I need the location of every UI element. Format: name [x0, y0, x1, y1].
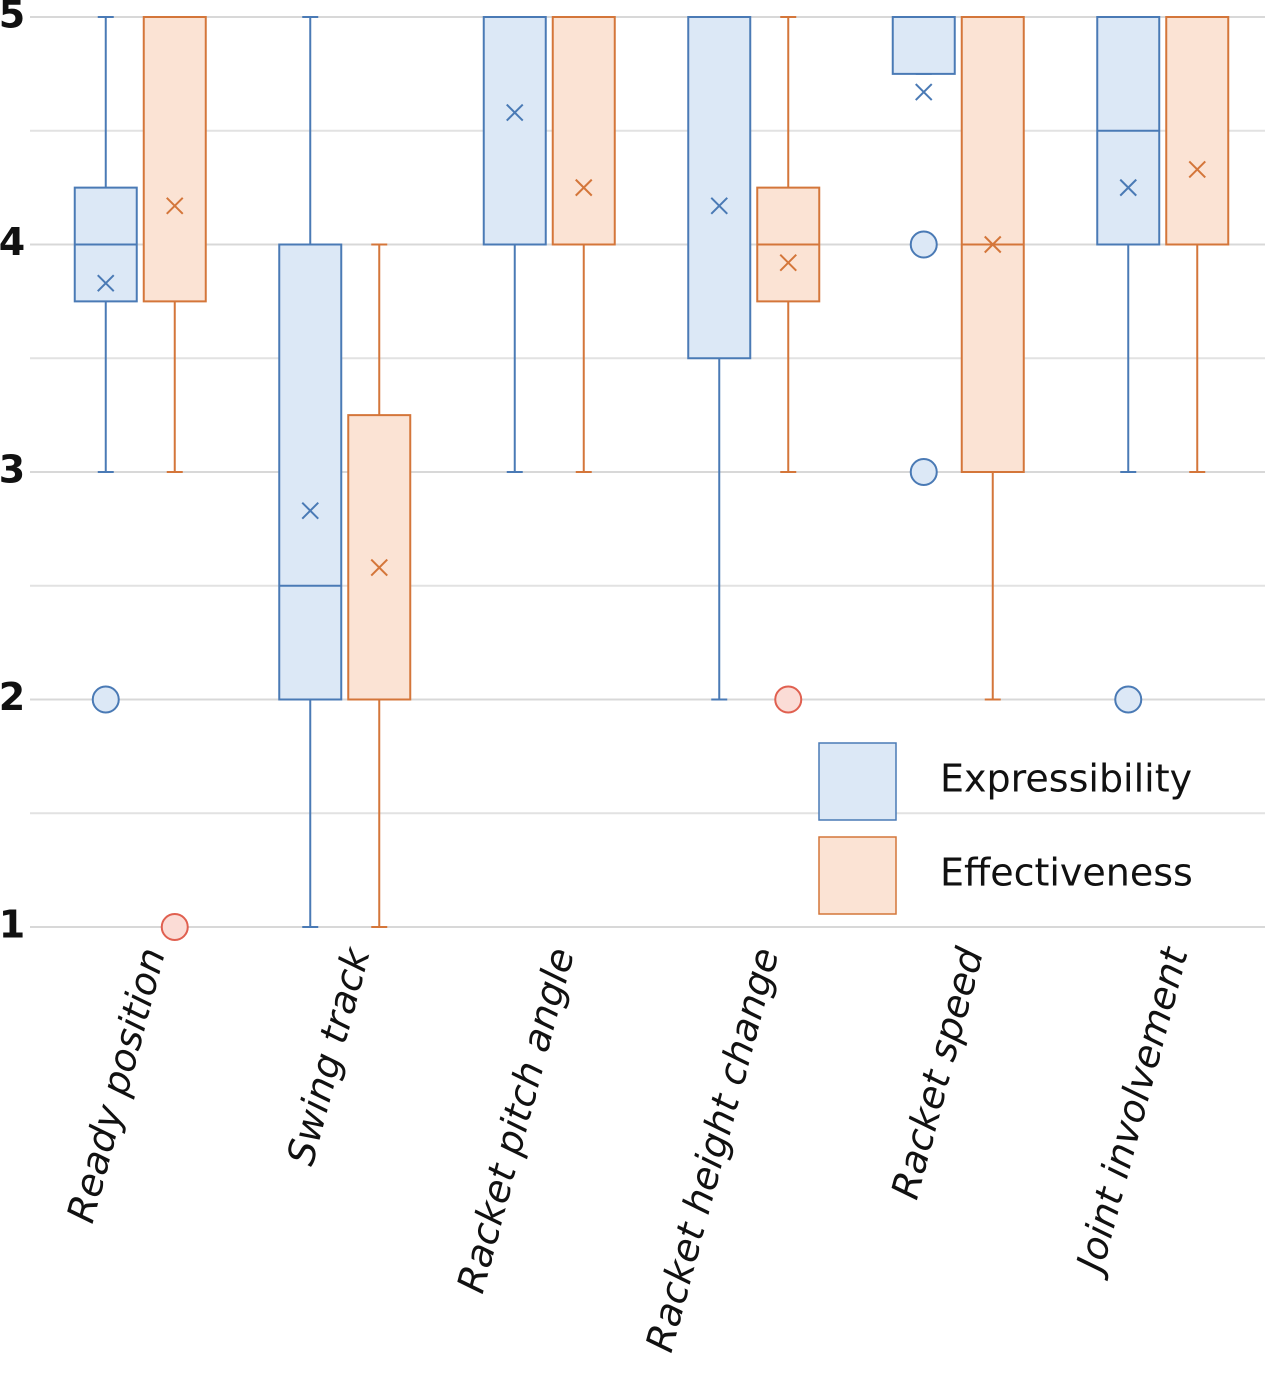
mean-marker — [779, 253, 797, 272]
legend-label: Effectiveness — [940, 851, 1193, 895]
outlier — [160, 913, 189, 941]
mean-marker — [97, 274, 115, 292]
y-tick-label: 3 — [0, 448, 25, 492]
mean-marker — [370, 558, 388, 577]
box — [278, 243, 343, 701]
outlier — [1114, 685, 1143, 714]
mean-marker — [915, 83, 933, 101]
x-tick-label: Ready position — [58, 943, 174, 1227]
x-tick-label: Racket pitch angle — [449, 943, 583, 1297]
mean-marker — [301, 501, 319, 520]
legend-swatch — [818, 836, 897, 915]
x-tick-label: Swing track — [278, 941, 379, 1169]
mean-marker — [984, 235, 1002, 254]
outlier — [774, 685, 803, 714]
box — [347, 414, 412, 701]
box — [142, 16, 207, 303]
mean-marker — [166, 197, 184, 215]
box — [482, 16, 547, 246]
outlier — [91, 685, 120, 714]
y-tick-label: 1 — [0, 903, 25, 947]
y-tick-label: 4 — [0, 220, 25, 264]
mean-marker — [1188, 160, 1206, 179]
box — [551, 16, 616, 246]
x-tick-label: Joint involvement — [1066, 941, 1197, 1282]
legend-swatch — [818, 742, 897, 821]
legend-label: Expressibility — [940, 757, 1192, 801]
mean-marker — [506, 103, 524, 122]
box — [1165, 16, 1230, 246]
y-tick-label: 5 — [0, 0, 25, 37]
mean-marker — [575, 178, 593, 197]
outlier — [909, 230, 938, 259]
mean-marker — [710, 197, 728, 215]
y-tick-label: 2 — [0, 675, 25, 719]
mean-marker — [1119, 178, 1137, 197]
x-tick-label: Racket height change — [637, 943, 787, 1356]
box — [687, 16, 752, 360]
outlier — [909, 458, 938, 486]
box — [891, 16, 956, 75]
x-tick-label: Racket speed — [883, 942, 992, 1203]
